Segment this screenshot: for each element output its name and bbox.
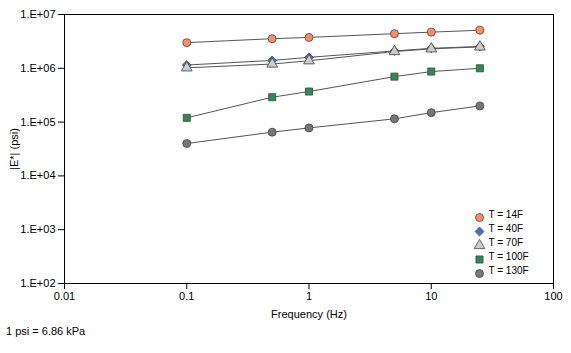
svg-text:1.E+02: 1.E+02 bbox=[20, 277, 55, 289]
svg-text:1.E+05: 1.E+05 bbox=[20, 116, 55, 128]
svg-text:Frequency (Hz): Frequency (Hz) bbox=[271, 308, 347, 320]
svg-text:1.E+04: 1.E+04 bbox=[20, 169, 55, 181]
svg-text:T = 40F: T = 40F bbox=[489, 223, 524, 234]
svg-text:T = 14F: T = 14F bbox=[489, 209, 524, 220]
svg-text:1: 1 bbox=[306, 290, 312, 302]
svg-text:1.E+06: 1.E+06 bbox=[20, 62, 55, 74]
svg-text:10: 10 bbox=[425, 290, 437, 302]
svg-text:T = 70F: T = 70F bbox=[489, 237, 524, 248]
svg-text:|E*| (psi): |E*| (psi) bbox=[8, 128, 20, 170]
svg-text:1.E+07: 1.E+07 bbox=[20, 8, 55, 20]
svg-text:0.01: 0.01 bbox=[54, 290, 75, 302]
svg-text:T = 130F: T = 130F bbox=[489, 265, 529, 276]
svg-text:0.1: 0.1 bbox=[179, 290, 194, 302]
svg-text:1.E+03: 1.E+03 bbox=[20, 223, 55, 235]
html-text:1 psi = 6.86 kPa: 1 psi = 6.86 kPa bbox=[6, 325, 86, 337]
svg-text:T = 100F: T = 100F bbox=[489, 251, 529, 262]
svg-text:100: 100 bbox=[544, 290, 562, 302]
